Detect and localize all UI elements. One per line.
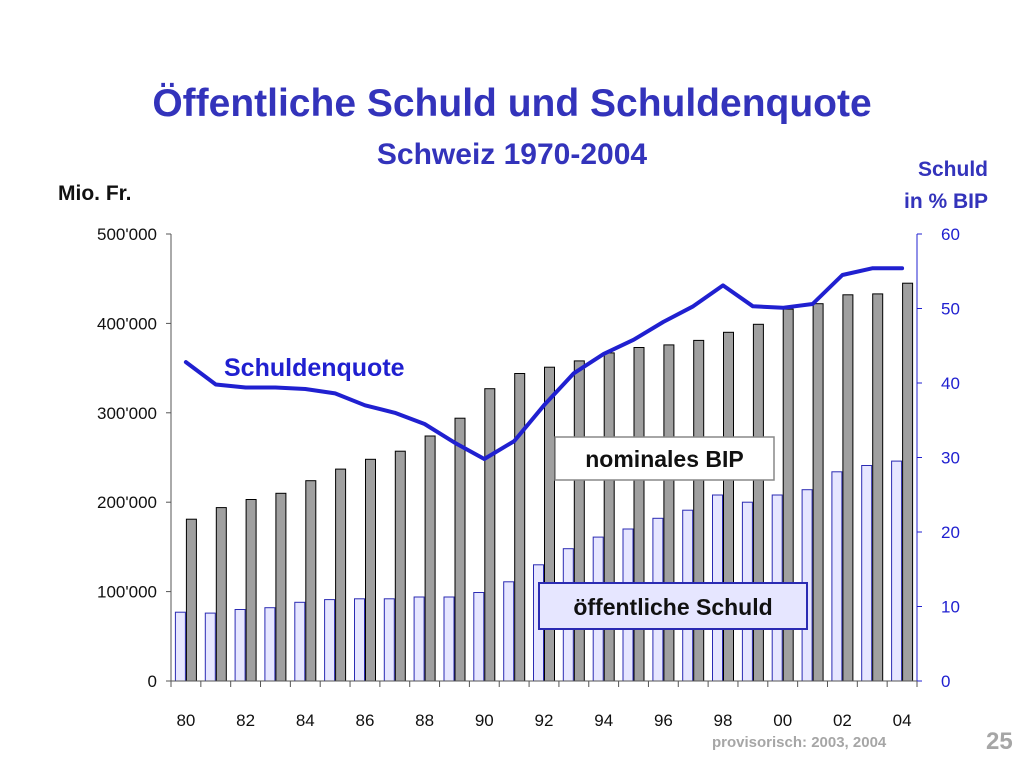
- bip-bar: [245, 499, 257, 682]
- bip-bar: [573, 360, 585, 682]
- bip-label-box: [554, 436, 775, 481]
- debt-bar: [443, 596, 455, 682]
- x-tick-label: 80: [176, 711, 195, 730]
- bip-bar: [544, 366, 555, 682]
- right-tick-label: 50: [941, 300, 960, 319]
- left-tick-label: 500'000: [97, 225, 157, 244]
- bip-bar: [335, 468, 347, 682]
- x-tick-label: 00: [773, 711, 792, 730]
- bip-bar: [603, 352, 615, 682]
- x-tick-label: 86: [356, 711, 375, 730]
- debt-bar: [891, 460, 903, 682]
- right-axis-label: Schuld in % BIP: [904, 154, 988, 218]
- debt-bar: [473, 592, 485, 682]
- bip-bar: [394, 450, 406, 682]
- bip-bar: [663, 344, 675, 682]
- bip-bar: [185, 518, 197, 682]
- debt-bar: [264, 607, 276, 682]
- debt-label: öffentliche Schuld: [573, 594, 772, 620]
- x-tick-label: 90: [475, 711, 494, 730]
- bip-bar: [305, 480, 317, 682]
- page-number: 25: [986, 728, 1013, 755]
- debt-bar: [174, 611, 186, 682]
- left-axis-label: Mio. Fr.: [58, 182, 132, 205]
- debt-bar: [831, 471, 843, 682]
- right-tick-label: 60: [941, 225, 960, 244]
- bip-bar: [484, 388, 496, 682]
- chart-subtitle: Schweiz 1970-2004: [376, 138, 648, 171]
- x-tick-label: 92: [535, 711, 554, 730]
- bip-bar: [215, 507, 227, 682]
- debt-ratio-label: Schuldenquote: [224, 354, 405, 382]
- debt-label-box: [538, 582, 808, 630]
- x-tick-label: 02: [833, 711, 852, 730]
- left-tick-label: 0: [148, 672, 157, 691]
- debt-bar: [413, 596, 425, 682]
- bip-bar: [812, 303, 824, 682]
- bip-label: nominales BIP: [585, 446, 743, 472]
- right-axis-label-line1: Schuld: [917, 158, 988, 181]
- right-axis-label-line2: in % BIP: [903, 190, 988, 213]
- x-tick-label: 94: [594, 711, 613, 730]
- bip-bar: [275, 492, 287, 682]
- right-tick-label: 40: [941, 374, 960, 393]
- left-tick-label: 200'000: [97, 493, 157, 512]
- bip-bar: [633, 347, 645, 682]
- footnote: provisorisch: 2003, 2004: [712, 734, 887, 751]
- x-tick-label: 82: [236, 711, 255, 730]
- right-tick-label: 20: [941, 523, 960, 542]
- debt-bar: [294, 601, 306, 682]
- bip-bar: [842, 294, 854, 682]
- bip-bar: [365, 458, 376, 682]
- bip-bar: [872, 293, 884, 682]
- chart-title: Öffentliche Schuld und Schuldenquote: [152, 82, 872, 125]
- right-tick-label: 0: [941, 672, 950, 691]
- right-tick-label: 30: [941, 449, 960, 468]
- x-tick-label: 96: [654, 711, 673, 730]
- bip-bar: [902, 282, 914, 682]
- bip-bar: [514, 373, 526, 682]
- x-tick-label: 84: [296, 711, 315, 730]
- bip-bar: [454, 417, 466, 682]
- left-tick-label: 100'000: [97, 583, 157, 602]
- bip-bar: [424, 435, 436, 682]
- debt-bar: [204, 612, 216, 682]
- x-tick-label: 04: [893, 711, 912, 730]
- debt-bar: [234, 609, 246, 682]
- debt-bar: [324, 599, 336, 682]
- left-tick-label: 300'000: [97, 404, 157, 423]
- x-tick-label: 98: [714, 711, 733, 730]
- debt-bar: [383, 598, 395, 682]
- debt-bar: [503, 581, 515, 682]
- debt-bar: [354, 598, 365, 682]
- x-tick-label: 88: [415, 711, 434, 730]
- left-tick-label: 400'000: [97, 314, 157, 333]
- right-tick-label: 10: [941, 598, 960, 617]
- debt-bar: [861, 465, 873, 682]
